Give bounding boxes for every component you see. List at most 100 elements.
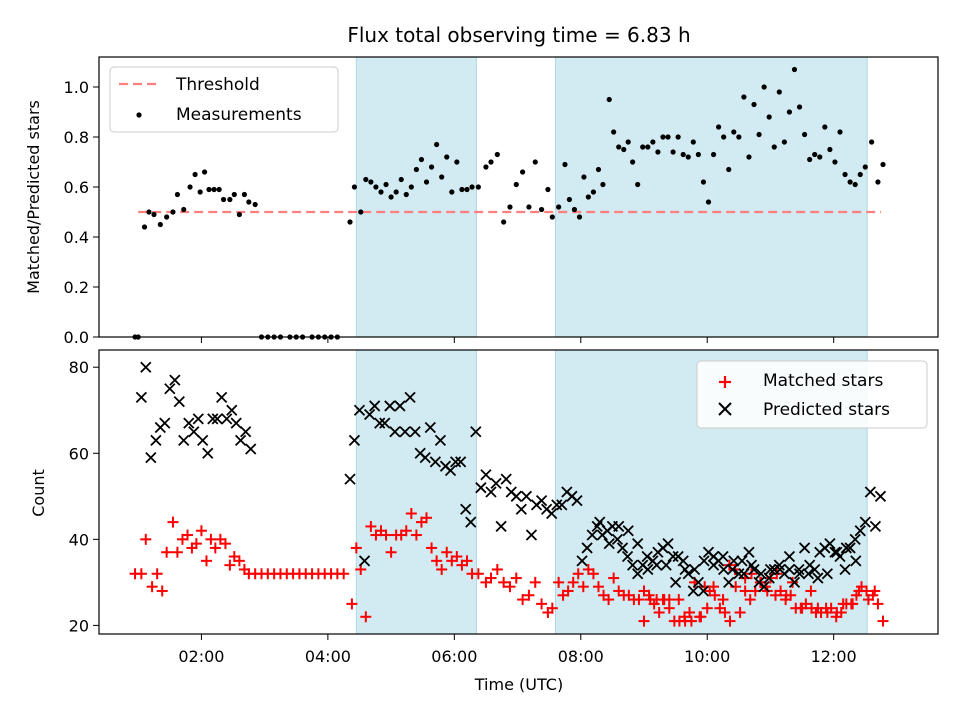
predicted-star-point bbox=[495, 520, 507, 533]
matched-star-point bbox=[441, 546, 453, 558]
matched-star-point bbox=[485, 572, 497, 584]
measurement-point bbox=[590, 189, 597, 195]
measurement-point bbox=[655, 149, 661, 155]
measurement-point bbox=[606, 96, 612, 103]
matched-star-point bbox=[701, 602, 713, 614]
matched-star-point bbox=[853, 585, 865, 597]
measurement-point bbox=[526, 204, 532, 210]
measurement-point bbox=[141, 224, 148, 230]
measurement-point bbox=[857, 171, 863, 178]
measurement-point bbox=[721, 134, 727, 140]
measurement-point bbox=[837, 129, 843, 135]
predicted-star-point bbox=[389, 426, 401, 438]
measurement-point bbox=[507, 204, 513, 210]
measurement-point bbox=[211, 186, 217, 193]
matched-star-point bbox=[209, 542, 221, 554]
measurement-point bbox=[869, 139, 875, 145]
measurement-point bbox=[786, 109, 793, 115]
predicted-star-point bbox=[793, 563, 805, 576]
predicted-star-point bbox=[662, 537, 674, 550]
matched-star-point bbox=[775, 585, 787, 597]
measurement-point bbox=[766, 114, 772, 120]
predicted-star-point bbox=[667, 550, 679, 563]
predicted-star-point bbox=[515, 503, 527, 515]
matched-star-point bbox=[219, 538, 231, 550]
matched-star-point bbox=[603, 594, 615, 606]
measurement-point bbox=[439, 174, 445, 180]
predicted-star-point bbox=[839, 563, 851, 576]
matched-star-point bbox=[744, 594, 756, 606]
measurement-point bbox=[705, 199, 712, 205]
matched-star-point bbox=[567, 576, 579, 588]
measurement-point bbox=[665, 134, 671, 140]
measurement-point bbox=[520, 169, 526, 175]
predicted-star-point bbox=[874, 490, 887, 502]
measurement-point bbox=[761, 84, 767, 90]
measurements-legend-marker bbox=[136, 112, 142, 118]
predicted-star-point bbox=[687, 585, 699, 597]
measurement-point bbox=[231, 191, 237, 198]
measurement-point bbox=[827, 146, 833, 153]
measurement-point bbox=[151, 211, 157, 218]
measurement-point bbox=[351, 184, 358, 190]
y-tick-label: 1.0 bbox=[64, 78, 89, 97]
matched-star-point bbox=[171, 546, 183, 558]
predicted-star-point bbox=[399, 426, 411, 438]
predicted-star-point bbox=[621, 550, 634, 563]
measurement-point bbox=[398, 176, 404, 183]
matched-star-point bbox=[491, 563, 503, 575]
x-tick-label: 12:00 bbox=[811, 647, 857, 666]
predicted-star-point bbox=[216, 391, 228, 403]
measurement-point bbox=[807, 156, 813, 163]
predicted-star-point bbox=[455, 456, 467, 468]
matched-star-point bbox=[787, 576, 799, 588]
measurement-points bbox=[132, 66, 886, 340]
x-tick-label: 08:00 bbox=[558, 647, 604, 666]
predicted-star-point bbox=[500, 473, 512, 485]
predicted-star-point bbox=[145, 451, 157, 464]
measurement-point bbox=[227, 196, 233, 203]
predicted-star-point bbox=[358, 555, 371, 567]
measurement-point bbox=[726, 166, 732, 173]
y-tick-label: 0.0 bbox=[64, 328, 89, 347]
top-legend: Threshold Measurements bbox=[109, 66, 339, 133]
predicted-star-point bbox=[632, 537, 644, 550]
predicted-star-point bbox=[551, 499, 563, 511]
measurement-point bbox=[170, 209, 176, 215]
measurement-point bbox=[796, 104, 803, 110]
predicted-star-point bbox=[379, 417, 391, 429]
predicted-star-point bbox=[424, 421, 436, 434]
shaded-interval-1 bbox=[554, 56, 868, 338]
shaded-interval-0 bbox=[355, 56, 477, 338]
predicted-star-point bbox=[798, 542, 811, 554]
predicted-star-point bbox=[743, 546, 755, 558]
predicted-star-point bbox=[384, 400, 396, 412]
matched-star-point bbox=[410, 529, 422, 541]
predicted-star-point bbox=[611, 533, 624, 545]
predicted-star-point bbox=[809, 563, 821, 576]
top-plot-frame bbox=[98, 56, 939, 338]
predicted-legend-marker bbox=[718, 402, 732, 416]
predicted-star-point bbox=[510, 490, 522, 502]
matched-star-point bbox=[877, 615, 889, 627]
matched-star-point bbox=[577, 581, 589, 593]
matched-star-point bbox=[745, 568, 757, 580]
predicted-star-point bbox=[164, 383, 176, 395]
measurement-point bbox=[611, 129, 617, 135]
predicted-star-point bbox=[626, 559, 639, 571]
measurement-point bbox=[695, 151, 701, 158]
predicted-star-point bbox=[758, 581, 770, 593]
measurement-point bbox=[174, 191, 180, 198]
measurement-point bbox=[635, 181, 641, 188]
predicted-star-point bbox=[616, 542, 629, 554]
predicted-star-point bbox=[480, 469, 492, 481]
matched-star-point bbox=[592, 581, 604, 593]
predicted-star-point bbox=[444, 464, 457, 477]
chart-title: Flux total observing time = 6.83 h bbox=[347, 23, 690, 47]
measurement-point bbox=[585, 194, 591, 200]
matched-star-point bbox=[380, 529, 392, 541]
measurement-point bbox=[488, 159, 494, 165]
measurement-point bbox=[781, 139, 787, 145]
predicted-star-point bbox=[603, 537, 615, 550]
